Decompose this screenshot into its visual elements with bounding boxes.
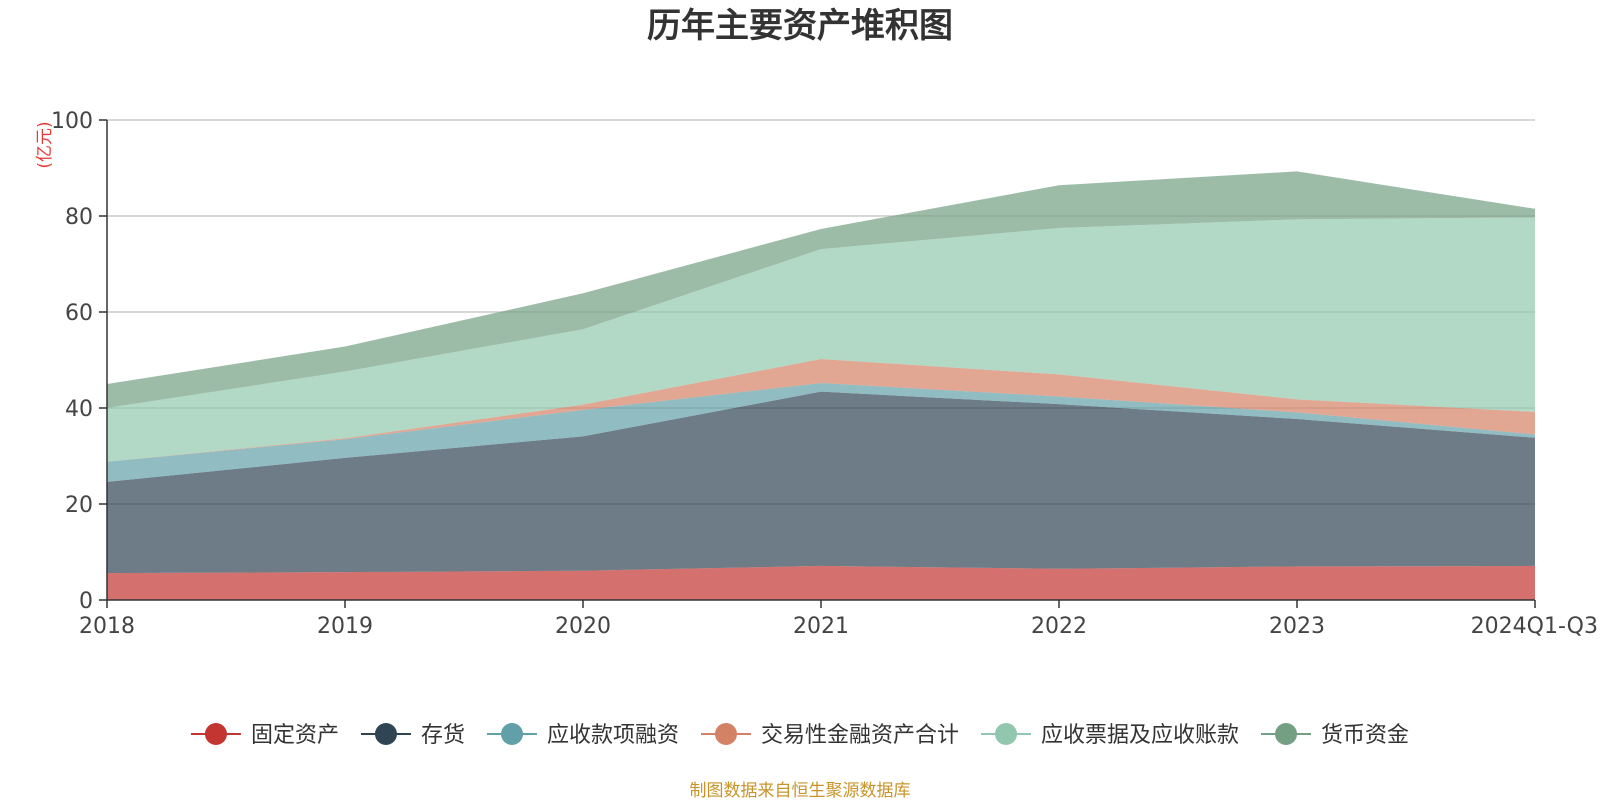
y-tick-label: 0 (79, 589, 93, 614)
area-series-4 (107, 217, 1535, 462)
legend-marker-icon (715, 723, 737, 745)
x-tick-label: 2018 (79, 614, 135, 639)
legend-marker-icon (204, 723, 227, 745)
data-source-footer: 制图数据来自恒生聚源数据库 (690, 781, 911, 800)
area-series-1 (107, 391, 1535, 574)
y-tick-label: 100 (51, 109, 93, 134)
x-tick-label: 2024Q1-Q3 (1471, 614, 1598, 639)
legend-item-1[interactable]: 存货 (360, 723, 465, 748)
area-series-5 (107, 171, 1535, 408)
legend-item-5[interactable]: 货币资金 (1261, 723, 1409, 748)
legend-item-0[interactable]: 固定资产 (190, 723, 339, 748)
area-series-3 (107, 359, 1535, 462)
y-tick-label: 40 (65, 397, 93, 422)
area-series-2 (107, 383, 1535, 482)
legend-marker-icon (374, 723, 397, 745)
chart-title: 历年主要资产堆积图 (647, 6, 953, 46)
y-tick-label: 80 (65, 205, 93, 230)
x-tick-label: 2020 (555, 614, 611, 639)
legend: 固定资产 存货 应收款项融资 交易性金融资产合计 应收票据及应收账款 货币资金 (190, 723, 1409, 748)
axes: 0 20 40 60 80 100 2018 2019 2020 2021 2022 2023 2024… (51, 109, 1598, 639)
legend-label: 固定资产 (251, 723, 339, 748)
legend-item-4[interactable]: 应收票据及应收账款 (981, 723, 1239, 748)
legend-marker-icon (500, 723, 523, 745)
legend-label: 应收票据及应收账款 (1041, 723, 1239, 748)
x-tick-label: 2022 (1031, 614, 1087, 639)
y-tick-label: 20 (65, 493, 93, 518)
y-tick-label: 60 (65, 301, 93, 326)
y-axis-unit-label: (亿元) (35, 121, 55, 168)
x-tick-label: 2019 (317, 614, 373, 639)
legend-label: 货币资金 (1321, 723, 1409, 748)
legend-label: 应收款项融资 (547, 723, 679, 748)
legend-label: 存货 (421, 723, 465, 748)
x-tick-label: 2021 (793, 614, 849, 639)
area-series-group (107, 171, 1535, 600)
legend-marker-icon (1275, 723, 1298, 745)
legend-item-2[interactable]: 应收款项融资 (486, 723, 679, 748)
legend-marker-icon (995, 723, 1018, 745)
legend-label: 交易性金融资产合计 (761, 723, 959, 748)
x-tick-label: 2023 (1269, 614, 1325, 639)
area-series-0 (107, 565, 1535, 600)
legend-item-3[interactable]: 交易性金融资产合计 (701, 723, 959, 748)
